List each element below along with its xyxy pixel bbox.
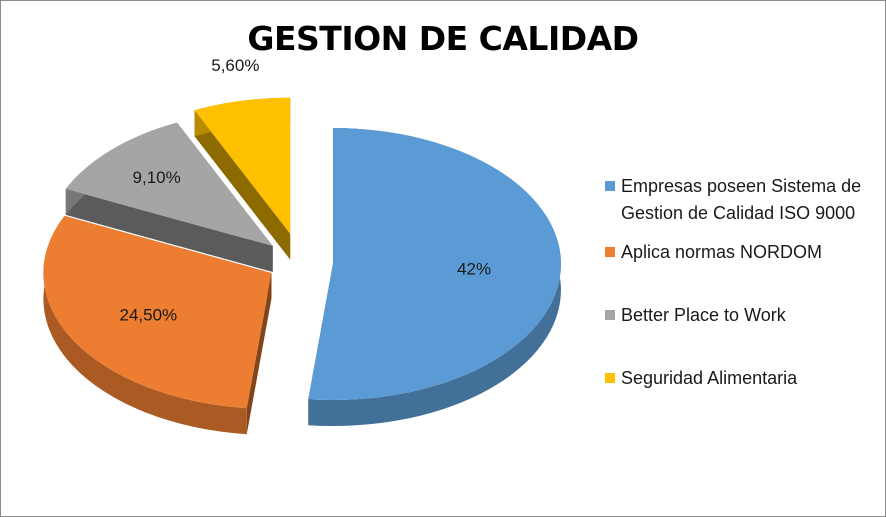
legend-item-iso9000: Empresas poseen Sistema de Gestion de Ca…	[605, 173, 875, 227]
slice-wall-better-place-0	[65, 188, 273, 273]
slice-wall-nordom-0	[246, 273, 272, 435]
legend-swatch-orange	[605, 247, 615, 257]
pie-slice-iso9000	[308, 128, 561, 427]
pie-slice-better-place	[65, 122, 273, 273]
data-label-better-place: 9,10%	[133, 168, 181, 187]
chart-title: GESTION DE CALIDAD	[247, 19, 639, 58]
legend-label: Empresas poseen Sistema de	[621, 176, 862, 196]
slice-top-better-place	[65, 122, 273, 247]
pie-slice-nordom	[43, 215, 272, 435]
legend-item-seguridad: Seguridad Alimentaria	[605, 365, 875, 392]
legend-swatch-blue	[605, 181, 615, 191]
legend-item-nordom: Aplica normas NORDOM	[605, 239, 875, 266]
slice-top-iso9000	[308, 128, 561, 401]
legend-label: Aplica normas NORDOM	[621, 242, 823, 262]
data-label-nordom: 24,50%	[120, 306, 178, 325]
legend-item-better-place: Better Place to Work	[605, 302, 875, 329]
legend-label: Seguridad Alimentaria	[621, 368, 798, 388]
slice-top-nordom	[43, 215, 272, 409]
legend-swatch-gray	[605, 310, 615, 320]
pie-slice-seguridad	[194, 97, 291, 260]
legend: Empresas poseen Sistema de Gestion de Ca…	[605, 173, 875, 392]
legend-label: Better Place to Work	[621, 305, 786, 325]
legend-label-line2: Gestion de Calidad ISO 9000	[621, 203, 856, 223]
slice-wall-seguridad-0	[194, 110, 291, 260]
slice-top-seguridad	[194, 97, 291, 234]
pie-slices	[43, 97, 561, 435]
data-labels: 5,60% 9,10% 42% 24,50%	[120, 56, 492, 325]
data-label-seguridad: 5,60%	[211, 56, 259, 75]
slice-rim-nordom	[43, 215, 247, 435]
data-label-iso9000: 42%	[457, 260, 491, 279]
legend-swatch-yellow	[605, 373, 615, 383]
